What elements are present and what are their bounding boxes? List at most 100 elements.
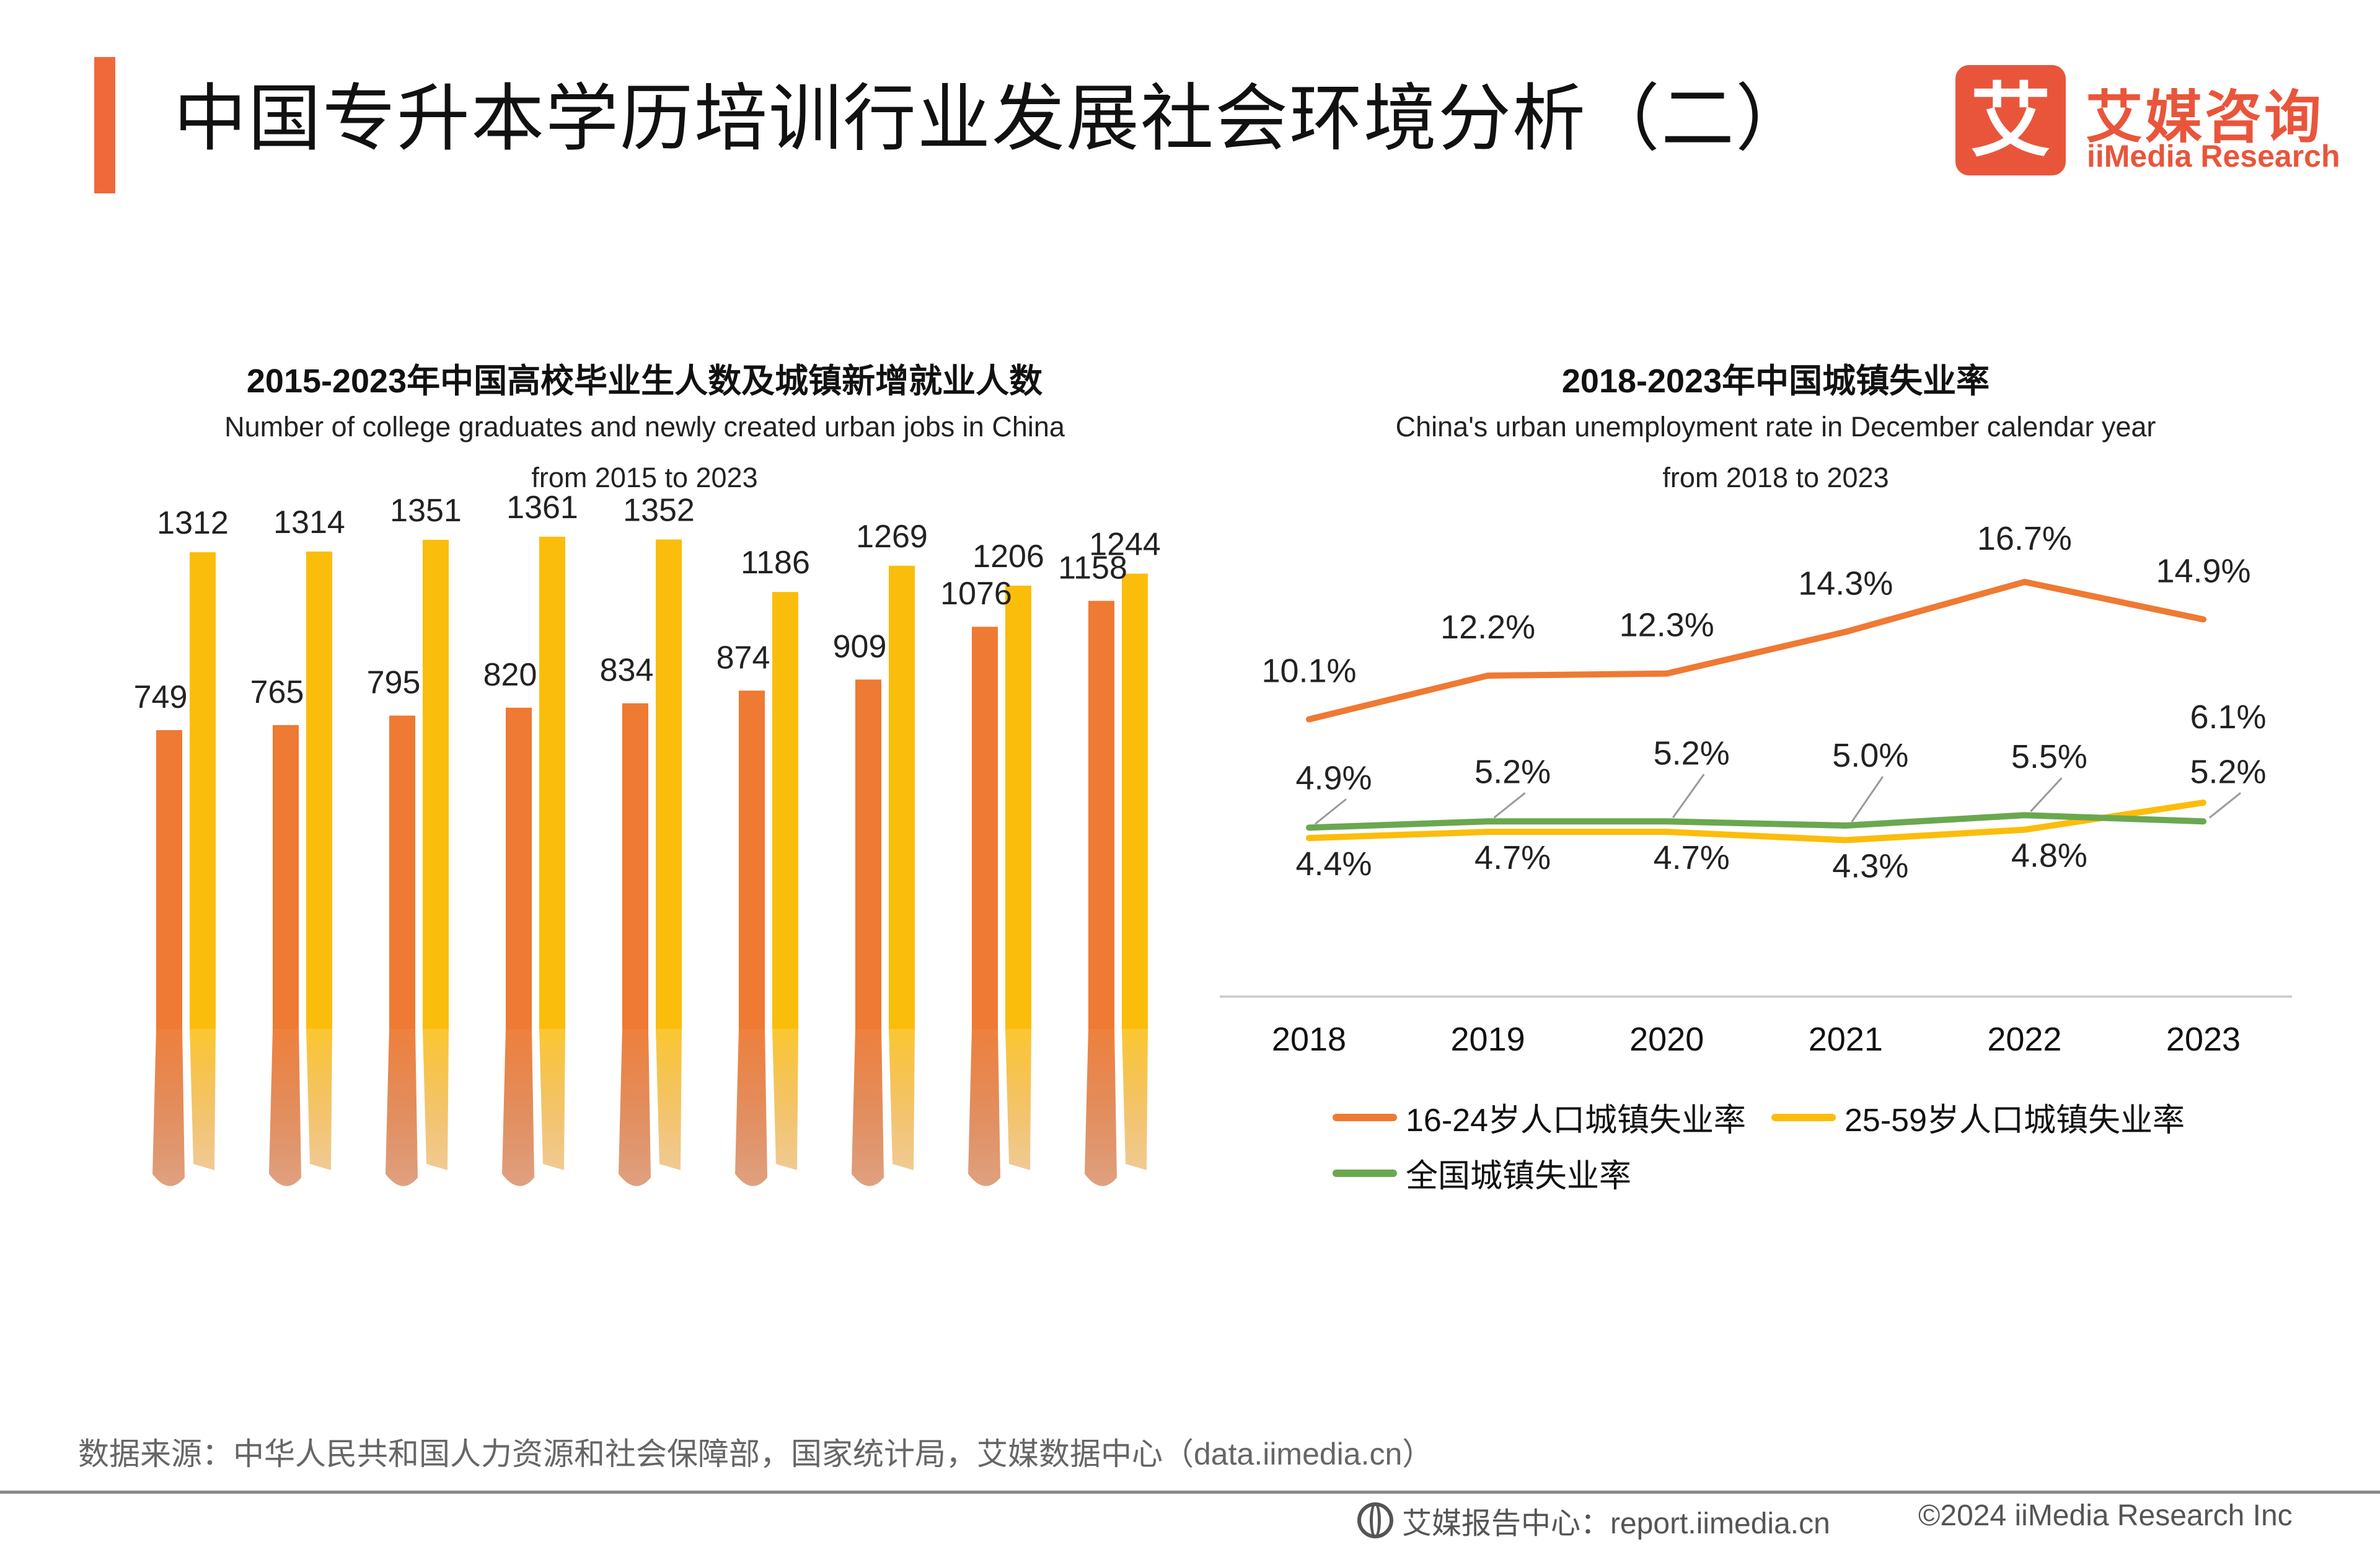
page-title: 中国专升本学历培训行业发展社会环境分析（二） [174,78,1810,160]
line-chart-title: 2018-2023年中国城镇失业率 [1561,363,1990,400]
legend-item-national: 全国城镇失业率 [1333,1150,1631,1196]
bar-jobs-fade-2015 [190,1029,216,1170]
bar-jobs-2020 [772,592,798,1029]
line-label-2-2018: 4.9% [1295,759,1372,796]
line-label-1-2020: 4.7% [1654,839,1730,876]
legend-swatch-orange [1333,1113,1397,1121]
line-label-0-2022: 16.7% [1977,520,2072,557]
footer-divider [0,1491,2380,1494]
line-series-1 [1306,800,2206,844]
label-jobs-2023: 1244 [1089,527,1161,563]
bar-graduates-2015 [156,730,182,1029]
line-label-2-2022: 5.5% [2011,738,2087,775]
line-label-0-2019: 12.2% [1440,609,1535,646]
leader-line-2023 [2209,792,2241,819]
bar-jobs-fade-2022 [1005,1029,1031,1170]
report-site-text: 艾媒报告中心：report.iimedia.cn [1402,1507,1830,1540]
bar-chart-subtitle-line2: from 2015 to 2023 [531,462,758,493]
label-jobs-2021: 1269 [856,519,928,555]
label-graduates-2018: 820 [483,657,537,693]
line-label-0-2020: 12.3% [1620,607,1714,644]
bar-jobs-2018 [539,536,565,1029]
leader-line-2022 [2030,777,2063,813]
bar-chart-subtitle-line1: Number of college graduates and newly cr… [224,411,1065,443]
footer-copyright: ©2024 iiMedia Research Inc [1918,1499,2293,1532]
bar-graduates-fade-2018 [502,1029,534,1186]
bar-graduates-2023 [1088,601,1114,1029]
label-jobs-2017: 1351 [390,493,462,529]
label-jobs-2016: 1314 [273,505,345,540]
bar-graduates-2022 [972,627,998,1029]
label-jobs-2020: 1186 [741,545,810,581]
bar-graduates-2021 [855,679,881,1029]
leader-line-2019 [1493,792,1526,819]
bar-jobs-2016 [306,551,332,1029]
legend-label: 全国城镇失业率 [1406,1158,1632,1194]
logo-text-en: iiMedia Research [2087,139,2340,174]
legend-label: 25-59岁人口城镇失业率 [1844,1103,2185,1139]
leader-line-2018 [1315,798,1347,825]
line-chart-subtitle-line2: from 2018 to 2023 [1662,462,1889,493]
bar-graduates-fade-2021 [852,1029,884,1186]
line-label-1-2018: 4.4% [1295,845,1372,883]
bar-jobs-fade-2023 [1122,1029,1148,1170]
footer-report-site: 艾媒报告中心：report.iimedia.cn [1357,1499,1830,1542]
legend-item-25-59: 25-59岁人口城镇失业率 [1771,1094,2185,1140]
bar-graduates-fade-2016 [269,1029,301,1186]
bar-jobs-fade-2020 [772,1029,798,1170]
bar-graduates-fade-2019 [619,1029,651,1186]
label-graduates-2022: 1076 [940,576,1012,612]
line-label-1-2021: 4.3% [1832,848,1908,885]
bar-graduates-fade-2015 [152,1029,185,1186]
logo-mark-icon: 艾 [1955,65,2066,175]
bar-jobs-2021 [889,565,915,1029]
bar-chart-title: 2015-2023年中国高校毕业生人数及城镇新增就业人数 [246,363,1043,400]
bar-jobs-fade-2018 [539,1029,565,1170]
leader-line-2020 [1672,774,1705,819]
iimedia-logo: 艾 艾媒咨询 iiMedia Research [1955,65,2346,177]
x-tick-2019: 2019 [1451,1021,1525,1058]
line-label-2-2023: 5.2% [2190,753,2266,790]
label-jobs-2022: 1206 [972,539,1044,575]
bar-jobs-fade-2017 [423,1029,449,1170]
bar-graduates-fade-2023 [1085,1029,1117,1186]
line-series-2 [1306,812,2206,831]
legend-item-16-24: 16-24岁人口城镇失业率 [1333,1094,1746,1140]
label-jobs-2018: 1361 [506,490,578,526]
legend-swatch-yellow [1771,1113,1836,1121]
bar-graduates-2017 [389,715,415,1029]
bar-graduates-2020 [739,690,765,1029]
label-graduates-2019: 834 [600,653,654,689]
bar-jobs-2017 [423,539,449,1029]
line-label-2-2020: 5.2% [1654,734,1730,772]
label-graduates-2017: 795 [367,665,421,701]
label-graduates-2023: 1158 [1058,550,1127,586]
label-jobs-2019: 1352 [623,492,695,528]
line-label-0-2023: 14.9% [2156,552,2250,589]
bar-jobs-fade-2021 [889,1029,915,1170]
globe-icon [1357,1502,1393,1538]
label-graduates-2020: 874 [716,640,770,676]
bar-graduates-fade-2022 [968,1029,1000,1186]
unemployment-line-chart: 2018 2019 2020 2021 2022 2023 10.1% 12.2% 12.3% 1… [1220,520,2292,1058]
bar-jobs-2019 [656,539,682,1029]
bar-jobs-fade-2016 [306,1029,332,1170]
line-label-2-2021: 5.0% [1832,737,1908,774]
line-label-1-2023: 6.1% [2190,699,2266,736]
legend-label: 16-24岁人口城镇失业率 [1406,1103,1746,1139]
bar-graduates-2018 [506,707,532,1029]
line-label-0-2018: 10.1% [1261,653,1356,690]
line-label-0-2021: 14.3% [1798,565,1893,602]
bar-jobs-2022 [1005,585,1031,1029]
line-label-1-2022: 4.8% [2011,837,2087,875]
bar-graduates-2016 [273,725,299,1029]
bar-jobs-fade-2019 [656,1029,682,1170]
bar-jobs-2015 [190,552,216,1029]
label-graduates-2016: 765 [250,674,304,710]
title-accent-bar [94,57,115,193]
line-series-0 [1306,578,2206,723]
x-tick-2020: 2020 [1629,1021,1704,1058]
label-graduates-2021: 909 [833,628,887,664]
line-chart-subtitle-line1: China's urban unemployment rate in Decem… [1395,411,2156,443]
bar-graduates-fade-2017 [386,1029,418,1186]
